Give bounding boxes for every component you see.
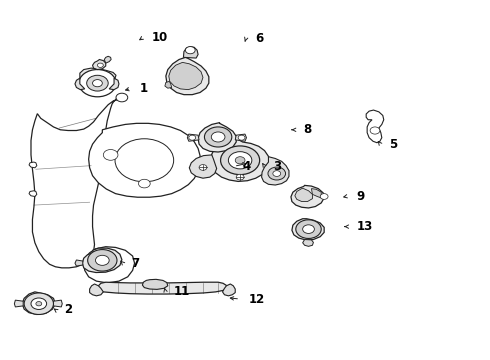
Text: 5: 5: [389, 138, 397, 150]
Polygon shape: [109, 78, 119, 90]
Polygon shape: [53, 300, 62, 307]
Polygon shape: [22, 292, 55, 315]
Polygon shape: [222, 284, 235, 296]
Polygon shape: [89, 123, 200, 197]
Circle shape: [199, 165, 207, 170]
Circle shape: [220, 146, 260, 175]
Circle shape: [296, 220, 321, 238]
Circle shape: [79, 69, 116, 97]
Circle shape: [238, 135, 245, 140]
Polygon shape: [198, 123, 236, 152]
Polygon shape: [292, 219, 324, 240]
Polygon shape: [143, 279, 168, 289]
Text: 1: 1: [140, 82, 148, 95]
Polygon shape: [75, 78, 85, 90]
Polygon shape: [166, 57, 209, 95]
Polygon shape: [98, 282, 226, 294]
Circle shape: [211, 132, 225, 142]
Circle shape: [235, 157, 245, 164]
Polygon shape: [366, 110, 384, 143]
Text: 10: 10: [152, 31, 169, 44]
Circle shape: [87, 75, 108, 91]
Polygon shape: [165, 81, 172, 88]
Text: 11: 11: [174, 285, 191, 298]
Text: 12: 12: [249, 293, 265, 306]
Circle shape: [189, 135, 196, 140]
Circle shape: [93, 80, 102, 87]
Polygon shape: [235, 134, 246, 141]
Circle shape: [98, 63, 103, 67]
Circle shape: [268, 167, 286, 180]
Polygon shape: [80, 68, 116, 78]
Polygon shape: [295, 189, 313, 202]
Polygon shape: [14, 300, 23, 307]
Circle shape: [88, 249, 117, 271]
Circle shape: [228, 152, 252, 169]
Polygon shape: [104, 56, 111, 63]
Polygon shape: [84, 247, 135, 283]
Polygon shape: [31, 96, 122, 268]
Circle shape: [103, 149, 118, 160]
Polygon shape: [90, 284, 103, 296]
Polygon shape: [29, 162, 37, 168]
Circle shape: [24, 293, 53, 315]
Polygon shape: [262, 157, 289, 185]
Polygon shape: [312, 189, 321, 198]
Polygon shape: [169, 62, 203, 90]
Text: 8: 8: [304, 123, 312, 136]
Circle shape: [204, 127, 232, 147]
Circle shape: [303, 225, 315, 233]
Polygon shape: [75, 260, 83, 266]
Polygon shape: [189, 155, 217, 178]
Circle shape: [370, 127, 380, 134]
Circle shape: [185, 46, 195, 54]
Polygon shape: [29, 191, 37, 197]
Polygon shape: [303, 239, 314, 246]
Text: 6: 6: [255, 32, 263, 45]
Circle shape: [273, 171, 281, 176]
Circle shape: [115, 139, 173, 182]
Polygon shape: [291, 185, 324, 208]
Circle shape: [31, 298, 47, 310]
Text: 2: 2: [64, 303, 73, 316]
Circle shape: [236, 174, 244, 180]
Text: 3: 3: [273, 160, 281, 173]
Polygon shape: [93, 59, 106, 69]
Circle shape: [96, 255, 109, 265]
Text: 9: 9: [356, 190, 365, 203]
Circle shape: [320, 194, 328, 199]
Text: 4: 4: [243, 160, 251, 173]
Polygon shape: [211, 138, 270, 181]
Circle shape: [139, 179, 150, 188]
Polygon shape: [82, 248, 122, 273]
Circle shape: [36, 302, 42, 306]
Polygon shape: [187, 134, 199, 141]
Text: 7: 7: [132, 257, 140, 270]
Circle shape: [116, 93, 128, 102]
Text: 13: 13: [356, 220, 373, 233]
Polygon shape: [183, 46, 198, 58]
